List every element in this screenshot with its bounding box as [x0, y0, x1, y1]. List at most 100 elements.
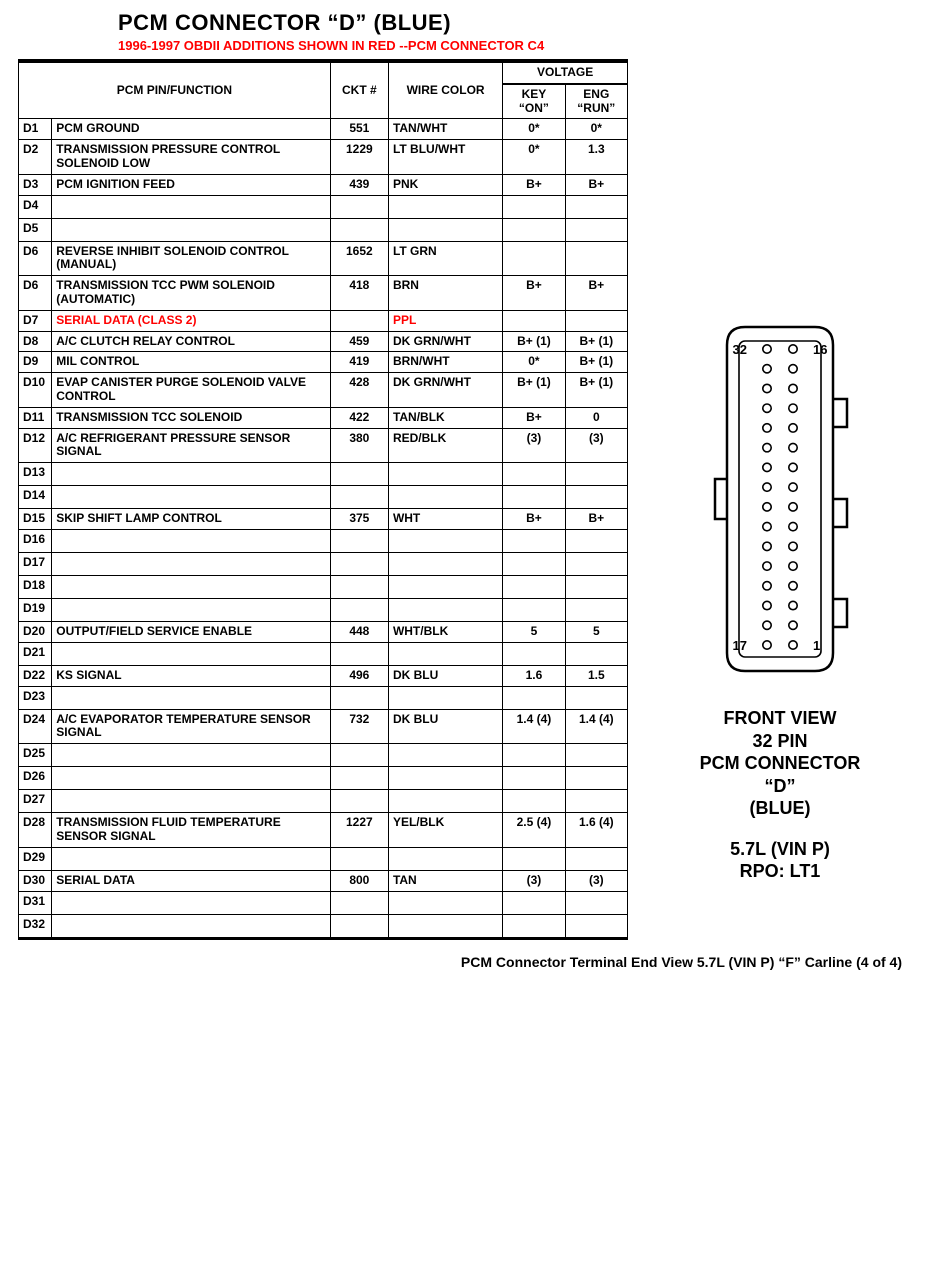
cell-kon: 0* [503, 352, 565, 373]
cell-ckt [330, 891, 388, 914]
cell-ckt: 448 [330, 621, 388, 642]
cell-func [52, 847, 331, 870]
cell-ckt [330, 642, 388, 665]
cell-ckt [330, 598, 388, 621]
cell-wire: DK BLU [388, 665, 502, 686]
table-row: D14 [19, 486, 628, 509]
cell-func [52, 790, 331, 813]
cell-func [52, 598, 331, 621]
cell-func [52, 914, 331, 937]
cell-wire: YEL/BLK [388, 813, 502, 848]
cell-ckt: 800 [330, 870, 388, 891]
cell-wire [388, 914, 502, 937]
table-row: D22KS SIGNAL496DK BLU1.61.5 [19, 665, 628, 686]
connector-caption-line: FRONT VIEW [628, 707, 932, 730]
cell-pin: D16 [19, 529, 52, 552]
cell-run: B+ (1) [565, 352, 627, 373]
cell-pin: D28 [19, 813, 52, 848]
cell-run [565, 598, 627, 621]
cell-pin: D7 [19, 310, 52, 331]
col-key-on: KEY “ON” [503, 84, 565, 119]
cell-func: MIL CONTROL [52, 352, 331, 373]
cell-ckt: 439 [330, 174, 388, 195]
cell-run [565, 241, 627, 276]
cell-pin: D6 [19, 276, 52, 311]
cell-kon: 5 [503, 621, 565, 642]
cell-pin: D4 [19, 195, 52, 218]
cell-wire: TAN/WHT [388, 119, 502, 140]
cell-wire [388, 891, 502, 914]
cell-kon: B+ (1) [503, 331, 565, 352]
cell-kon [503, 744, 565, 767]
cell-func [52, 463, 331, 486]
table-row: D20OUTPUT/FIELD SERVICE ENABLE448WHT/BLK… [19, 621, 628, 642]
cell-run: B+ [565, 174, 627, 195]
table-row: D29 [19, 847, 628, 870]
table-row: D13 [19, 463, 628, 486]
cell-wire: DK GRN/WHT [388, 331, 502, 352]
cell-ckt: 419 [330, 352, 388, 373]
cell-ckt: 375 [330, 509, 388, 530]
cell-func: PCM GROUND [52, 119, 331, 140]
cell-ckt [330, 847, 388, 870]
cell-wire: WHT/BLK [388, 621, 502, 642]
table-row: D4 [19, 195, 628, 218]
connector-engine-line: RPO: LT1 [628, 860, 932, 883]
cell-pin: D21 [19, 642, 52, 665]
cell-kon [503, 575, 565, 598]
col-pin-function: PCM PIN/FUNCTION [19, 62, 331, 119]
cell-ckt [330, 767, 388, 790]
cell-ckt: 428 [330, 373, 388, 408]
table-row: D24A/C EVAPORATOR TEMPERATURE SENSOR SIG… [19, 709, 628, 744]
cell-run: B+ [565, 276, 627, 311]
pinout-table: PCM PIN/FUNCTION CKT # WIRE COLOR VOLTAG… [18, 61, 628, 938]
cell-kon [503, 486, 565, 509]
cell-run: B+ [565, 509, 627, 530]
cell-ckt: 1652 [330, 241, 388, 276]
cell-ckt [330, 552, 388, 575]
table-row: D19 [19, 598, 628, 621]
cell-ckt: 1227 [330, 813, 388, 848]
page: PCM CONNECTOR “D” (BLUE) 1996-1997 OBDII… [0, 0, 950, 978]
cell-func [52, 486, 331, 509]
table-row: D30SERIAL DATA800TAN(3)(3) [19, 870, 628, 891]
table-row: D21 [19, 642, 628, 665]
cell-kon [503, 598, 565, 621]
cell-pin: D15 [19, 509, 52, 530]
connector-engine-block: 5.7L (VIN P)RPO: LT1 [628, 838, 932, 883]
cell-ckt [330, 463, 388, 486]
cell-kon: B+ [503, 276, 565, 311]
cell-func [52, 529, 331, 552]
cell-pin: D8 [19, 331, 52, 352]
cell-func: OUTPUT/FIELD SERVICE ENABLE [52, 621, 331, 642]
cell-wire [388, 598, 502, 621]
cell-run [565, 891, 627, 914]
cell-func [52, 218, 331, 241]
connector-caption-line: 32 PIN [628, 730, 932, 753]
cell-pin: D25 [19, 744, 52, 767]
table-row: D32 [19, 914, 628, 937]
cell-run [565, 463, 627, 486]
cell-func [52, 642, 331, 665]
cell-run [565, 529, 627, 552]
pinout-thead: PCM PIN/FUNCTION CKT # WIRE COLOR VOLTAG… [19, 62, 628, 119]
cell-run: 5 [565, 621, 627, 642]
cell-kon: (3) [503, 870, 565, 891]
cell-func: A/C EVAPORATOR TEMPERATURE SENSOR SIGNAL [52, 709, 331, 744]
cell-ckt: 732 [330, 709, 388, 744]
cell-pin: D9 [19, 352, 52, 373]
table-row: D25 [19, 744, 628, 767]
cell-kon [503, 767, 565, 790]
cell-pin: D20 [19, 621, 52, 642]
cell-func: TRANSMISSION PRESSURE CONTROL SOLENOID L… [52, 140, 331, 175]
cell-func [52, 686, 331, 709]
connector-engine-line: 5.7L (VIN P) [628, 838, 932, 861]
cell-func [52, 575, 331, 598]
cell-wire [388, 575, 502, 598]
cell-kon: 1.6 [503, 665, 565, 686]
cell-ckt: 551 [330, 119, 388, 140]
cell-wire: BRN [388, 276, 502, 311]
cell-run [565, 847, 627, 870]
cell-kon [503, 195, 565, 218]
cell-run: B+ (1) [565, 373, 627, 408]
